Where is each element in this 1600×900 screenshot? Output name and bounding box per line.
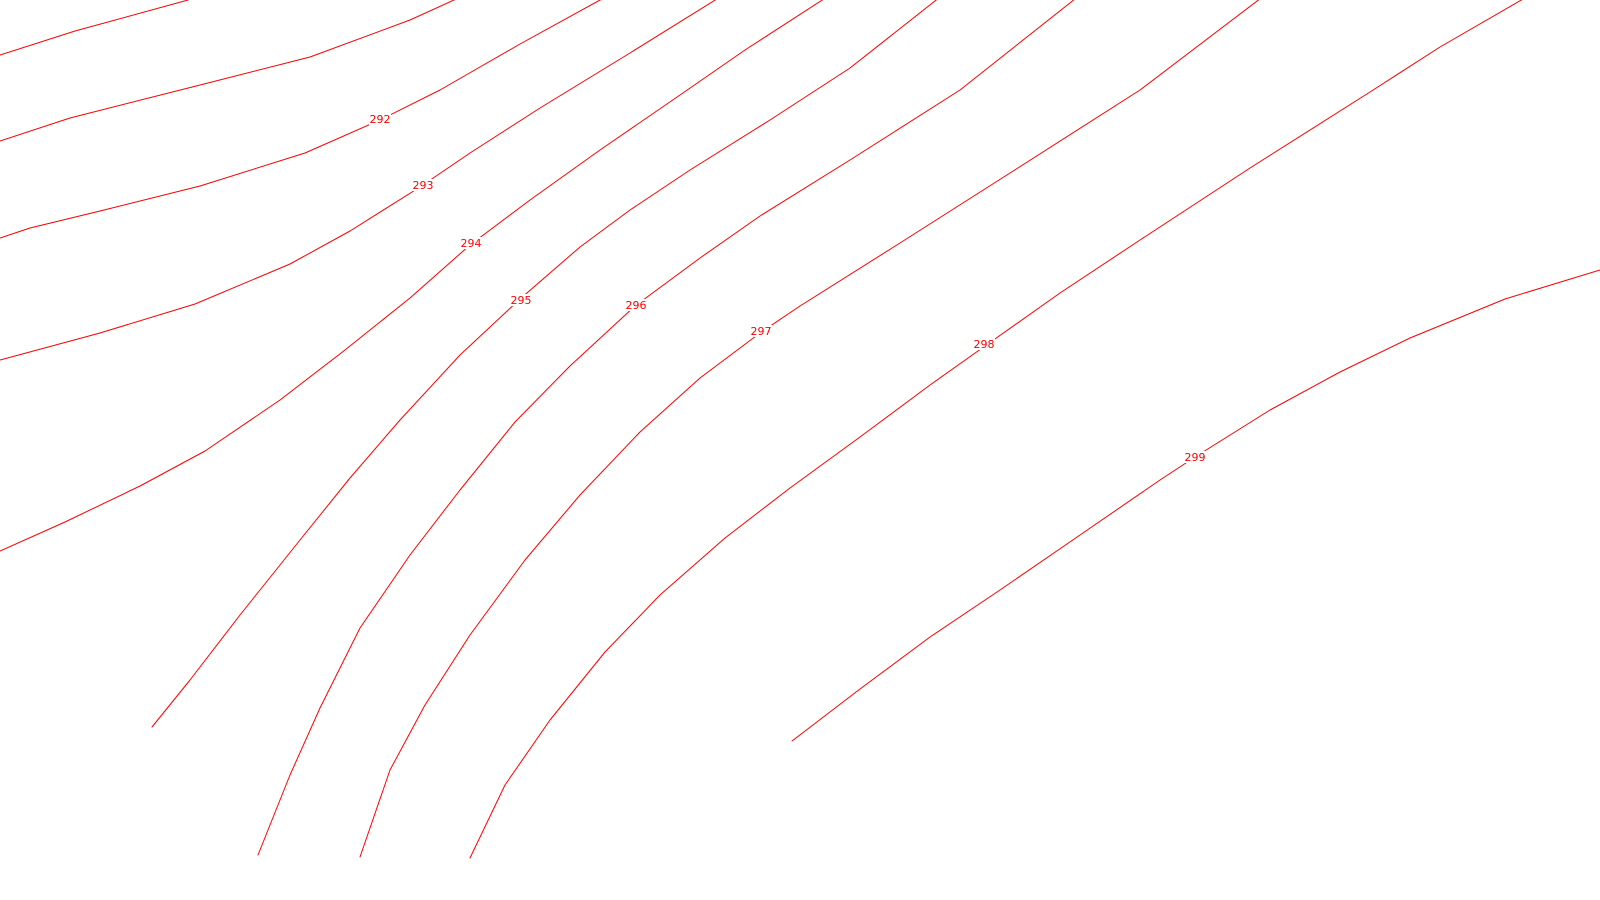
contour-label-295: 295 (511, 294, 532, 307)
contour-line-299 (791, 269, 1600, 742)
contour-line-294 (0, 0, 717, 361)
contour-lines-layer (0, 0, 1600, 859)
contour-line-297 (257, 0, 1075, 856)
contour-label-group: 299 (1184, 451, 1206, 464)
contour-label-background (412, 179, 434, 191)
contour-line-unlabeled (0, 0, 189, 56)
contour-label-group: 296 (625, 299, 647, 312)
contour-label-background (510, 294, 532, 306)
contour-line-299-upper (469, 0, 1523, 859)
contour-label-group: 297 (750, 325, 772, 338)
contour-label-296: 296 (626, 299, 647, 312)
contour-label-background (973, 338, 995, 350)
contour-label-background (460, 237, 482, 249)
contour-label-group: 293 (412, 179, 434, 192)
contour-label-group: 292 (369, 113, 391, 126)
contour-label-group: 295 (510, 294, 532, 307)
contour-label-group: 298 (973, 338, 995, 351)
contour-label-293: 293 (413, 179, 434, 192)
contour-label-292: 292 (370, 113, 391, 126)
contour-line-293 (0, 0, 602, 239)
contour-line-298 (359, 0, 1260, 858)
contour-label-294: 294 (461, 237, 482, 250)
contour-line-295 (0, 0, 824, 552)
contour-label-background (750, 325, 772, 337)
contour-line-296 (151, 0, 938, 728)
contour-label-299: 299 (1185, 451, 1206, 464)
contour-labels-layer: 292 293 294 295 296 297 298 299 (369, 113, 1206, 464)
contour-label-background (369, 113, 391, 125)
contour-label-background (1184, 451, 1206, 463)
contour-line-292 (0, 0, 456, 142)
contour-label-group: 294 (460, 237, 482, 250)
contour-label-298: 298 (974, 338, 995, 351)
contour-label-297: 297 (751, 325, 772, 338)
contour-label-background (625, 299, 647, 311)
